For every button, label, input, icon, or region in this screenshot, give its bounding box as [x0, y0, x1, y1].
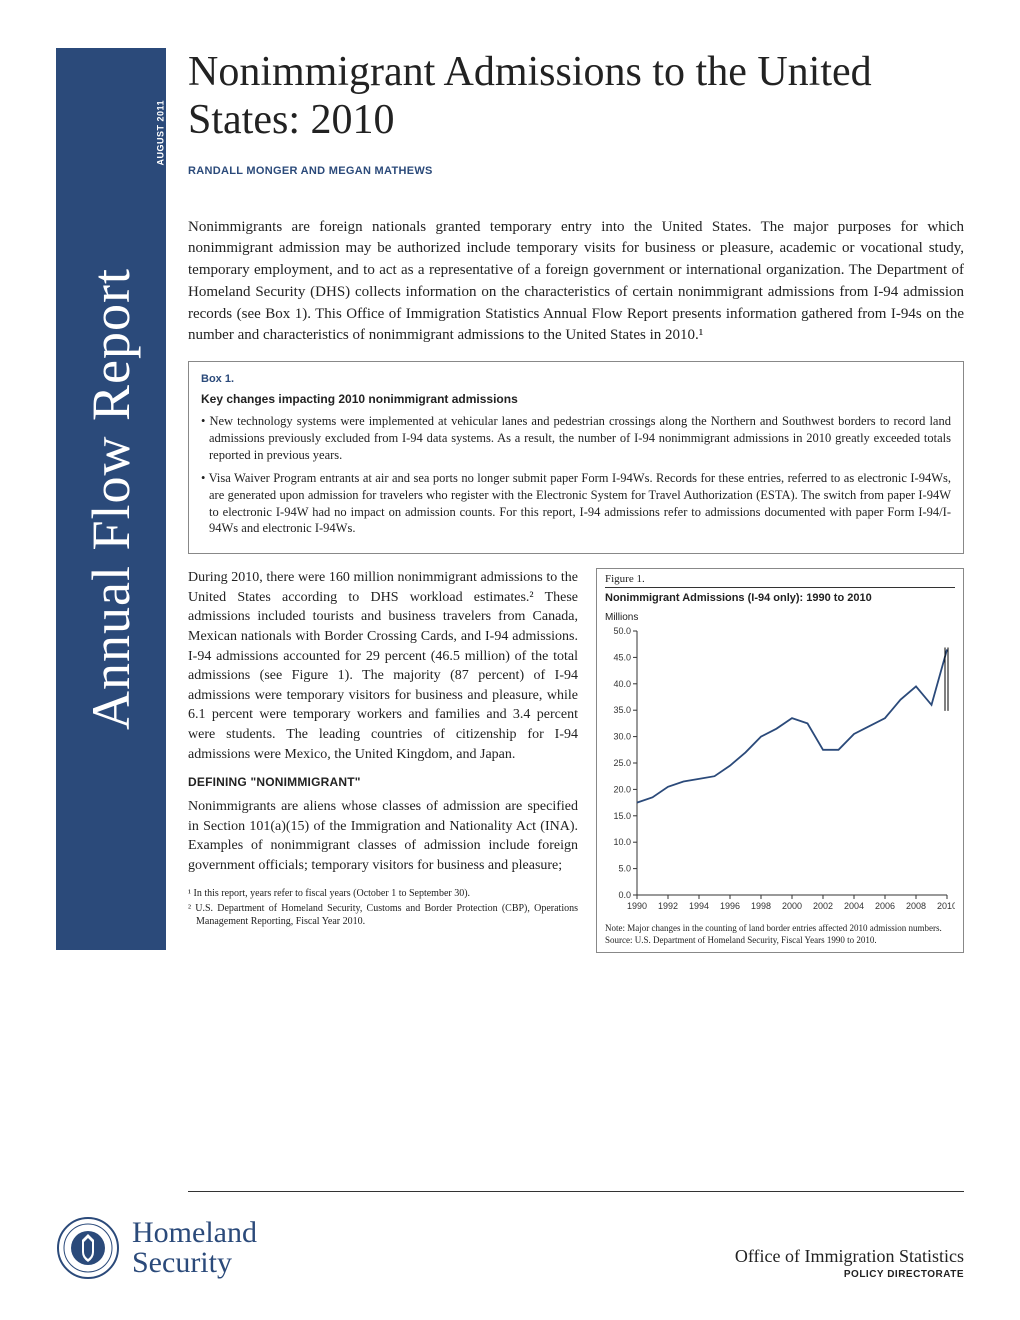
svg-text:5.0: 5.0: [618, 864, 631, 874]
body-p1: During 2010, there were 160 million noni…: [188, 568, 578, 764]
intro-paragraph: Nonimmigrants are foreign nationals gran…: [188, 217, 964, 348]
document-title: Nonimmigrant Admissions to the United St…: [188, 48, 964, 145]
sidebar-banner: AUGUST 2011 Annual Flow Report: [56, 48, 166, 950]
svg-text:1994: 1994: [689, 901, 709, 911]
directorate: POLICY DIRECTORATE: [735, 1269, 964, 1280]
box-item: Visa Waiver Program entrants at air and …: [201, 470, 951, 538]
figure-1: Figure 1. Nonimmigrant Admissions (I-94 …: [596, 568, 964, 953]
svg-text:0.0: 0.0: [618, 890, 631, 900]
section-heading: DEFINING "NONIMMIGRANT": [188, 774, 578, 791]
svg-text:1996: 1996: [720, 901, 740, 911]
svg-text:45.0: 45.0: [613, 653, 631, 663]
svg-text:1990: 1990: [627, 901, 647, 911]
svg-text:10.0: 10.0: [613, 837, 631, 847]
sidebar-title: Annual Flow Report: [80, 268, 142, 730]
body-p2: Nonimmigrants are aliens whose classes o…: [188, 797, 578, 875]
footer-rule: [188, 1191, 964, 1192]
box-title: Key changes impacting 2010 nonimmigrant …: [201, 391, 951, 407]
svg-text:2006: 2006: [875, 901, 895, 911]
svg-text:35.0: 35.0: [613, 705, 631, 715]
svg-text:25.0: 25.0: [613, 758, 631, 768]
svg-text:2010: 2010: [937, 901, 955, 911]
svg-text:40.0: 40.0: [613, 679, 631, 689]
svg-text:30.0: 30.0: [613, 732, 631, 742]
figure-note: Note: Major changes in the counting of l…: [597, 919, 963, 952]
footnote-2: ² U.S. Department of Homeland Security, …: [188, 902, 578, 928]
left-column: During 2010, there were 160 million noni…: [188, 568, 578, 953]
svg-text:15.0: 15.0: [613, 811, 631, 821]
footer: Homeland Security Office of Immigration …: [56, 1198, 964, 1280]
dept-name: Homeland Security: [132, 1218, 257, 1278]
svg-text:2004: 2004: [844, 901, 864, 911]
line-chart: 0.0 5.0 10.0 15.0 20.0 25.0 30.0 35.0 40.0 45.0 50…: [605, 625, 955, 915]
box-1: Box 1. Key changes impacting 2010 nonimm…: [188, 361, 964, 554]
figure-title: Nonimmigrant Admissions (I-94 only): 199…: [605, 592, 872, 604]
sidebar-date: AUGUST 2011: [156, 100, 166, 166]
office-name: Office of Immigration Statistics: [735, 1246, 964, 1267]
svg-text:1992: 1992: [658, 901, 678, 911]
authors: RANDALL MONGER AND MEGAN MATHEWS: [188, 165, 964, 177]
footnotes: ¹ In this report, years refer to fiscal …: [188, 887, 578, 928]
box-item: New technology systems were implemented …: [201, 413, 951, 464]
svg-text:2008: 2008: [906, 901, 926, 911]
box-label: Box 1.: [201, 372, 951, 387]
svg-text:50.0: 50.0: [613, 626, 631, 636]
figure-label: Figure 1.: [605, 573, 955, 588]
svg-text:2000: 2000: [782, 901, 802, 911]
footnote-1: ¹ In this report, years refer to fiscal …: [188, 887, 578, 900]
svg-text:2002: 2002: [813, 901, 833, 911]
svg-text:20.0: 20.0: [613, 785, 631, 795]
box-list: New technology systems were implemented …: [201, 413, 951, 537]
svg-text:1998: 1998: [751, 901, 771, 911]
figure-units: Millions: [597, 608, 963, 623]
dhs-seal-icon: [56, 1216, 120, 1280]
